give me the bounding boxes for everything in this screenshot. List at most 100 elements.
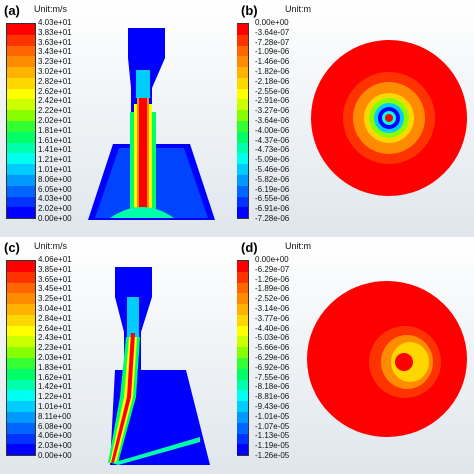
legend-tick-label: -4.00e-06	[255, 125, 290, 135]
legend-tick-label: -1.89e-06	[255, 284, 290, 294]
legend-tick-label: -3.77e-06	[255, 313, 290, 323]
legend-swatch	[7, 196, 35, 208]
legend-tick-label: -1.46e-06	[255, 57, 290, 67]
legend-tick-label: -2.91e-06	[255, 96, 290, 106]
legend-swatch	[7, 131, 35, 143]
legend-ticks: 0.00e+00 -6.29e-07 -1.26e-06 -1.89e-06 -2.52…	[255, 255, 317, 463]
legend-swatch	[237, 121, 248, 132]
legend-tick-label: 2.62e+01	[38, 86, 72, 96]
legend-tick-label: 1.42e+01	[38, 382, 72, 392]
legend-swatch	[7, 379, 35, 391]
legend-tick-label: -9.43e-06	[255, 402, 290, 411]
legend-swatch	[237, 347, 248, 359]
legend-swatch	[7, 45, 35, 57]
legend-tick-label: 2.84e+01	[38, 313, 72, 323]
deformation-contour-b	[311, 40, 467, 196]
legend-tick-label: 1.21e+01	[38, 155, 72, 165]
legend-tick-label: 3.43e+01	[38, 47, 72, 57]
legend-swatch	[7, 24, 35, 35]
panel-c: (c) Unit:m/s 4.06e+01 3.85e+01 3.65e+01 3.4…	[0, 237, 237, 474]
legend-tick-label: -8.18e-06	[255, 382, 290, 392]
legend-tick-label: -2.18e-06	[255, 76, 290, 86]
legend-tick-label: 1.61e+01	[38, 135, 72, 145]
legend-swatch	[237, 196, 248, 208]
legend-ticks: 4.06e+01 3.85e+01 3.65e+01 3.45e+01 3.25e+01…	[38, 255, 100, 463]
legend-tick-label: -7.28e-06	[255, 214, 290, 223]
legend-swatch	[7, 77, 35, 89]
legend-tick-label: -1.26e-05	[255, 451, 290, 460]
legend-swatch	[7, 358, 35, 369]
panel-label: (a)	[4, 3, 20, 18]
velocity-contour-a	[88, 28, 215, 220]
legend-swatch	[237, 411, 248, 423]
legend-tick-label: 3.63e+01	[38, 37, 72, 47]
legend-tick-label: -6.55e-06	[255, 194, 290, 204]
legend-swatch	[7, 110, 35, 122]
legend-swatch	[237, 325, 248, 337]
legend-tick-label: -1.26e-06	[255, 274, 290, 284]
legend-tick-label: -3.27e-06	[255, 106, 290, 116]
legend-tick-label: -8.81e-06	[255, 392, 290, 402]
legend-tick-label: -2.52e-06	[255, 294, 290, 304]
legend-tick-label: -6.29e-06	[255, 353, 290, 362]
legend-tick-label: 3.25e+01	[38, 294, 72, 304]
legend-swatch	[7, 282, 35, 294]
legend-swatch	[7, 34, 35, 46]
legend-tick-label: -7.55e-06	[255, 372, 290, 382]
legend-tick-label: -2.55e-06	[255, 86, 290, 96]
legend-swatch	[7, 99, 35, 111]
legend-swatch	[237, 401, 248, 412]
legend-swatch	[7, 164, 35, 175]
legend-tick-label: 1.01e+01	[38, 165, 72, 174]
legend-tick-label: 2.64e+01	[38, 323, 72, 333]
legend-tick-label: -4.73e-06	[255, 145, 290, 155]
throat-cyan	[136, 70, 150, 98]
legend-swatch	[237, 282, 248, 294]
panel-a: (a) Unit:m/s 4.03e+01 3.83e+01 3.63e+01 3.4…	[0, 0, 237, 237]
legend-swatch	[237, 142, 248, 154]
legend-tick-label: -1.07e-05	[255, 421, 290, 431]
legend-swatch	[237, 56, 248, 68]
legend-swatch	[7, 56, 35, 68]
panel-label: (c)	[4, 240, 20, 255]
legend-tick-label: 6.08e+00	[38, 421, 72, 431]
legend-swatch	[237, 304, 248, 315]
legend-swatch	[237, 314, 248, 326]
legend-tick-label: 0.00e+00	[255, 255, 289, 264]
legend-tick-label: -1.82e-06	[255, 67, 290, 76]
color-legend	[237, 260, 249, 456]
legend-swatch	[237, 99, 248, 111]
unit-label: Unit:m/s	[34, 4, 68, 14]
unit-label: Unit:m	[285, 4, 312, 14]
legend-swatch	[237, 110, 248, 122]
legend-tick-label: -7.28e-07	[255, 37, 290, 47]
legend-swatch	[237, 45, 248, 57]
legend-tick-label: 2.03e+01	[38, 353, 72, 362]
legend-tick-label: -3.14e-06	[255, 304, 290, 313]
throat-cyan	[127, 297, 139, 337]
legend-tick-label: 3.65e+01	[38, 274, 72, 284]
legend-swatch	[7, 390, 35, 402]
panel-label: (b)	[241, 3, 258, 18]
legend-tick-label: 0.00e+00	[255, 18, 289, 27]
legend-tick-label: 3.83e+01	[38, 27, 72, 37]
legend-swatch	[237, 34, 248, 46]
legend-swatch	[7, 422, 35, 434]
jet-core	[139, 92, 147, 218]
legend-swatch	[7, 444, 35, 456]
legend-tick-label: 1.81e+01	[38, 125, 72, 135]
legend-tick-label: 3.85e+01	[38, 264, 72, 274]
legend-tick-label: 1.01e+01	[38, 402, 72, 411]
legend-swatch	[237, 67, 248, 78]
legend-swatch	[7, 336, 35, 348]
legend-tick-label: 1.41e+01	[38, 145, 72, 155]
legend-swatch	[237, 164, 248, 175]
legend-tick-label: -4.37e-06	[255, 135, 290, 145]
legend-swatch	[237, 24, 248, 35]
legend-tick-label: -6.92e-06	[255, 362, 290, 372]
legend-swatch	[7, 261, 35, 272]
legend-swatch	[7, 314, 35, 326]
legend-tick-label: -5.46e-06	[255, 165, 290, 174]
legend-tick-label: 1.83e+01	[38, 362, 72, 372]
legend-swatch	[7, 368, 35, 380]
